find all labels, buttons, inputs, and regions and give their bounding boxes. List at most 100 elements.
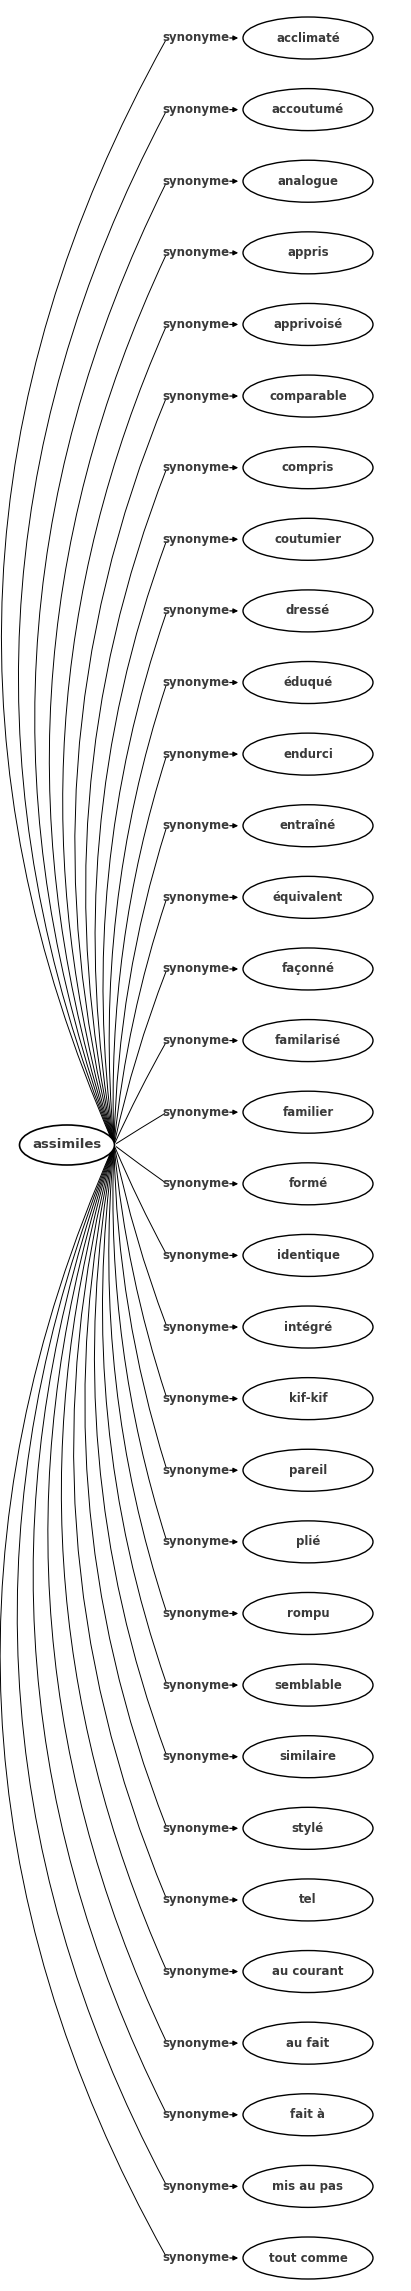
FancyArrowPatch shape	[114, 1148, 166, 1469]
FancyArrowPatch shape	[102, 1148, 166, 1682]
Text: stylé: stylé	[292, 1821, 324, 1835]
Text: synonyme: synonyme	[162, 2181, 230, 2192]
Text: synonyme: synonyme	[162, 2108, 230, 2121]
Ellipse shape	[243, 1521, 373, 1562]
Ellipse shape	[243, 948, 373, 990]
FancyArrowPatch shape	[1, 41, 166, 1143]
Text: synonyme: synonyme	[162, 1892, 230, 1906]
Text: synonyme: synonyme	[162, 891, 230, 905]
Ellipse shape	[243, 1450, 373, 1491]
FancyArrowPatch shape	[61, 1148, 166, 1968]
Text: pareil: pareil	[289, 1464, 327, 1478]
Ellipse shape	[243, 2094, 373, 2135]
FancyArrowPatch shape	[63, 328, 166, 1143]
Ellipse shape	[243, 1164, 373, 1205]
Text: synonyme: synonyme	[162, 1033, 230, 1047]
Text: synonyme: synonyme	[162, 1249, 230, 1262]
Ellipse shape	[243, 1306, 373, 1347]
Ellipse shape	[243, 589, 373, 632]
Ellipse shape	[243, 2165, 373, 2209]
Text: synonyme: synonyme	[162, 389, 230, 403]
Text: synonyme: synonyme	[162, 247, 230, 259]
Text: synonyme: synonyme	[162, 1750, 230, 1764]
Text: équivalent: équivalent	[273, 891, 343, 905]
Ellipse shape	[243, 1950, 373, 1993]
FancyArrowPatch shape	[85, 470, 166, 1143]
FancyArrowPatch shape	[75, 399, 166, 1143]
FancyArrowPatch shape	[74, 1148, 166, 1897]
FancyArrowPatch shape	[18, 112, 166, 1143]
Text: fait à: fait à	[291, 2108, 326, 2121]
Text: synonyme: synonyme	[162, 1320, 230, 1333]
Text: synonyme: synonyme	[162, 103, 230, 117]
Text: synonyme: synonyme	[162, 32, 230, 44]
Text: plié: plié	[296, 1535, 320, 1549]
FancyArrowPatch shape	[109, 1148, 166, 1611]
Text: acclimaté: acclimaté	[276, 32, 340, 44]
Text: accoutumé: accoutumé	[272, 103, 344, 117]
Text: kif-kif: kif-kif	[289, 1393, 327, 1404]
Text: synonyme: synonyme	[162, 1393, 230, 1404]
FancyArrowPatch shape	[113, 756, 166, 1143]
Text: synonyme: synonyme	[162, 174, 230, 188]
Text: synonyme: synonyme	[162, 605, 230, 616]
Text: synonyme: synonyme	[162, 1107, 230, 1118]
Ellipse shape	[243, 1091, 373, 1134]
Text: synonyme: synonyme	[162, 1464, 230, 1478]
Text: synonyme: synonyme	[162, 676, 230, 690]
Text: comparable: comparable	[269, 389, 347, 403]
Text: analogue: analogue	[277, 174, 339, 188]
FancyArrowPatch shape	[114, 900, 166, 1143]
Ellipse shape	[243, 1737, 373, 1778]
Text: similaire: similaire	[279, 1750, 337, 1764]
Text: synonyme: synonyme	[162, 1679, 230, 1691]
Text: synonyme: synonyme	[162, 2252, 230, 2264]
Text: synonyme: synonyme	[162, 1535, 230, 1549]
Ellipse shape	[243, 877, 373, 919]
Ellipse shape	[243, 518, 373, 561]
Text: tel: tel	[299, 1892, 317, 1906]
FancyArrowPatch shape	[35, 183, 166, 1143]
Ellipse shape	[243, 1808, 373, 1849]
Ellipse shape	[243, 1235, 373, 1276]
FancyArrowPatch shape	[48, 1148, 166, 2041]
FancyArrowPatch shape	[114, 829, 166, 1143]
Ellipse shape	[243, 231, 373, 275]
Ellipse shape	[243, 376, 373, 417]
Text: au courant: au courant	[272, 1966, 344, 1977]
Text: identique: identique	[277, 1249, 339, 1262]
Text: synonyme: synonyme	[162, 318, 230, 330]
Text: synonyme: synonyme	[162, 534, 230, 545]
Ellipse shape	[243, 1377, 373, 1420]
Text: synonyme: synonyme	[162, 747, 230, 761]
Text: apprivoisé: apprivoisé	[273, 318, 343, 330]
Ellipse shape	[243, 1663, 373, 1707]
FancyArrowPatch shape	[116, 1148, 165, 1182]
Text: compris: compris	[282, 460, 334, 474]
FancyArrowPatch shape	[109, 685, 166, 1143]
Text: appris: appris	[287, 247, 329, 259]
FancyArrowPatch shape	[33, 1148, 166, 2112]
Text: rompu: rompu	[287, 1606, 329, 1620]
Text: endurci: endurci	[283, 747, 333, 761]
FancyArrowPatch shape	[115, 1148, 166, 1324]
Text: synonyme: synonyme	[162, 1606, 230, 1620]
Ellipse shape	[243, 89, 373, 131]
Ellipse shape	[19, 1125, 115, 1166]
Text: familier: familier	[282, 1107, 334, 1118]
Ellipse shape	[243, 733, 373, 774]
Text: synonyme: synonyme	[162, 962, 230, 976]
Text: synonyme: synonyme	[162, 1821, 230, 1835]
Text: synonyme: synonyme	[162, 460, 230, 474]
Text: synonyme: synonyme	[162, 2037, 230, 2050]
Text: intégré: intégré	[284, 1320, 332, 1333]
FancyArrowPatch shape	[115, 1148, 166, 1253]
Ellipse shape	[243, 16, 373, 60]
Ellipse shape	[243, 160, 373, 202]
Ellipse shape	[243, 2236, 373, 2280]
FancyArrowPatch shape	[113, 1148, 166, 1540]
FancyArrowPatch shape	[49, 254, 166, 1143]
FancyArrowPatch shape	[17, 1148, 166, 2183]
FancyArrowPatch shape	[0, 1148, 166, 2257]
Text: entraîné: entraîné	[280, 820, 336, 832]
